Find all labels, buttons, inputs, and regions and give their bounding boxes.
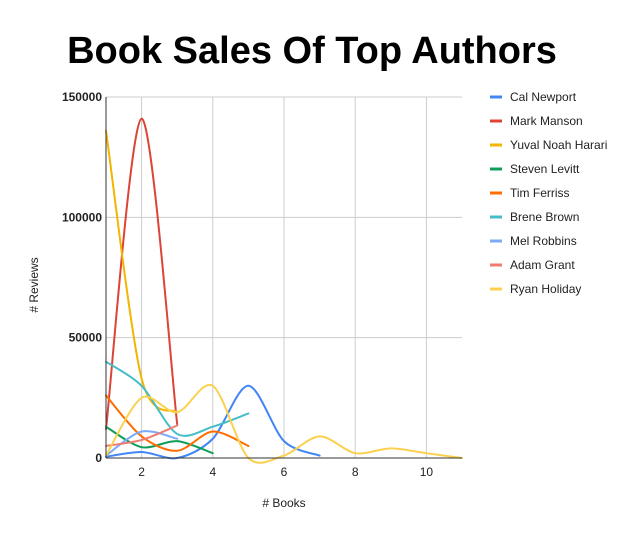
y-tick-label: 100000 — [62, 210, 102, 224]
legend-label: Mark Manson — [510, 114, 583, 128]
chart-title: Book Sales Of Top Authors — [67, 30, 557, 72]
y-axis-title: # Reviews — [27, 257, 41, 312]
x-tick-label: 4 — [209, 465, 216, 479]
legend-label: Steven Levitt — [510, 162, 580, 176]
series-line-cal-newport — [105, 384, 321, 460]
legend-label: Mel Robbins — [510, 234, 577, 248]
x-tick-label: 10 — [420, 465, 434, 479]
y-tick-label: 0 — [95, 451, 102, 465]
x-tick-label: 2 — [138, 465, 145, 479]
legend-label: Ryan Holiday — [510, 282, 581, 296]
series-line-steven-levitt — [105, 425, 214, 455]
series-line-mel-robbins — [105, 430, 179, 457]
y-tick-label: 50000 — [69, 331, 103, 345]
series-line-mark-manson — [105, 117, 179, 431]
series-line-tim-ferriss — [105, 394, 250, 452]
legend-label: Adam Grant — [510, 258, 575, 272]
grid — [106, 96, 462, 458]
legend-label: Brene Brown — [510, 210, 579, 224]
series-line-ryan-holiday — [105, 383, 463, 464]
x-axis-title: # Books — [262, 496, 305, 510]
legend: Cal Newport Mark Manson Yuval Noah Harari S… — [490, 90, 607, 296]
x-tick-label: 6 — [281, 465, 288, 479]
series-line-brene-brown — [105, 360, 250, 437]
legend-label: Yuval Noah Harari — [510, 138, 607, 152]
legend-label: Tim Ferriss — [510, 186, 570, 200]
series-line-yuval-noah-harari — [105, 129, 179, 414]
series-line-adam-grant — [105, 424, 179, 447]
legend-label: Cal Newport — [510, 90, 577, 104]
y-tick-label: 150000 — [62, 90, 102, 104]
x-tick-label: 8 — [352, 465, 359, 479]
series-lines — [105, 117, 463, 464]
axes: 0 50000 100000 150000 2 4 6 8 10 — [62, 90, 462, 479]
